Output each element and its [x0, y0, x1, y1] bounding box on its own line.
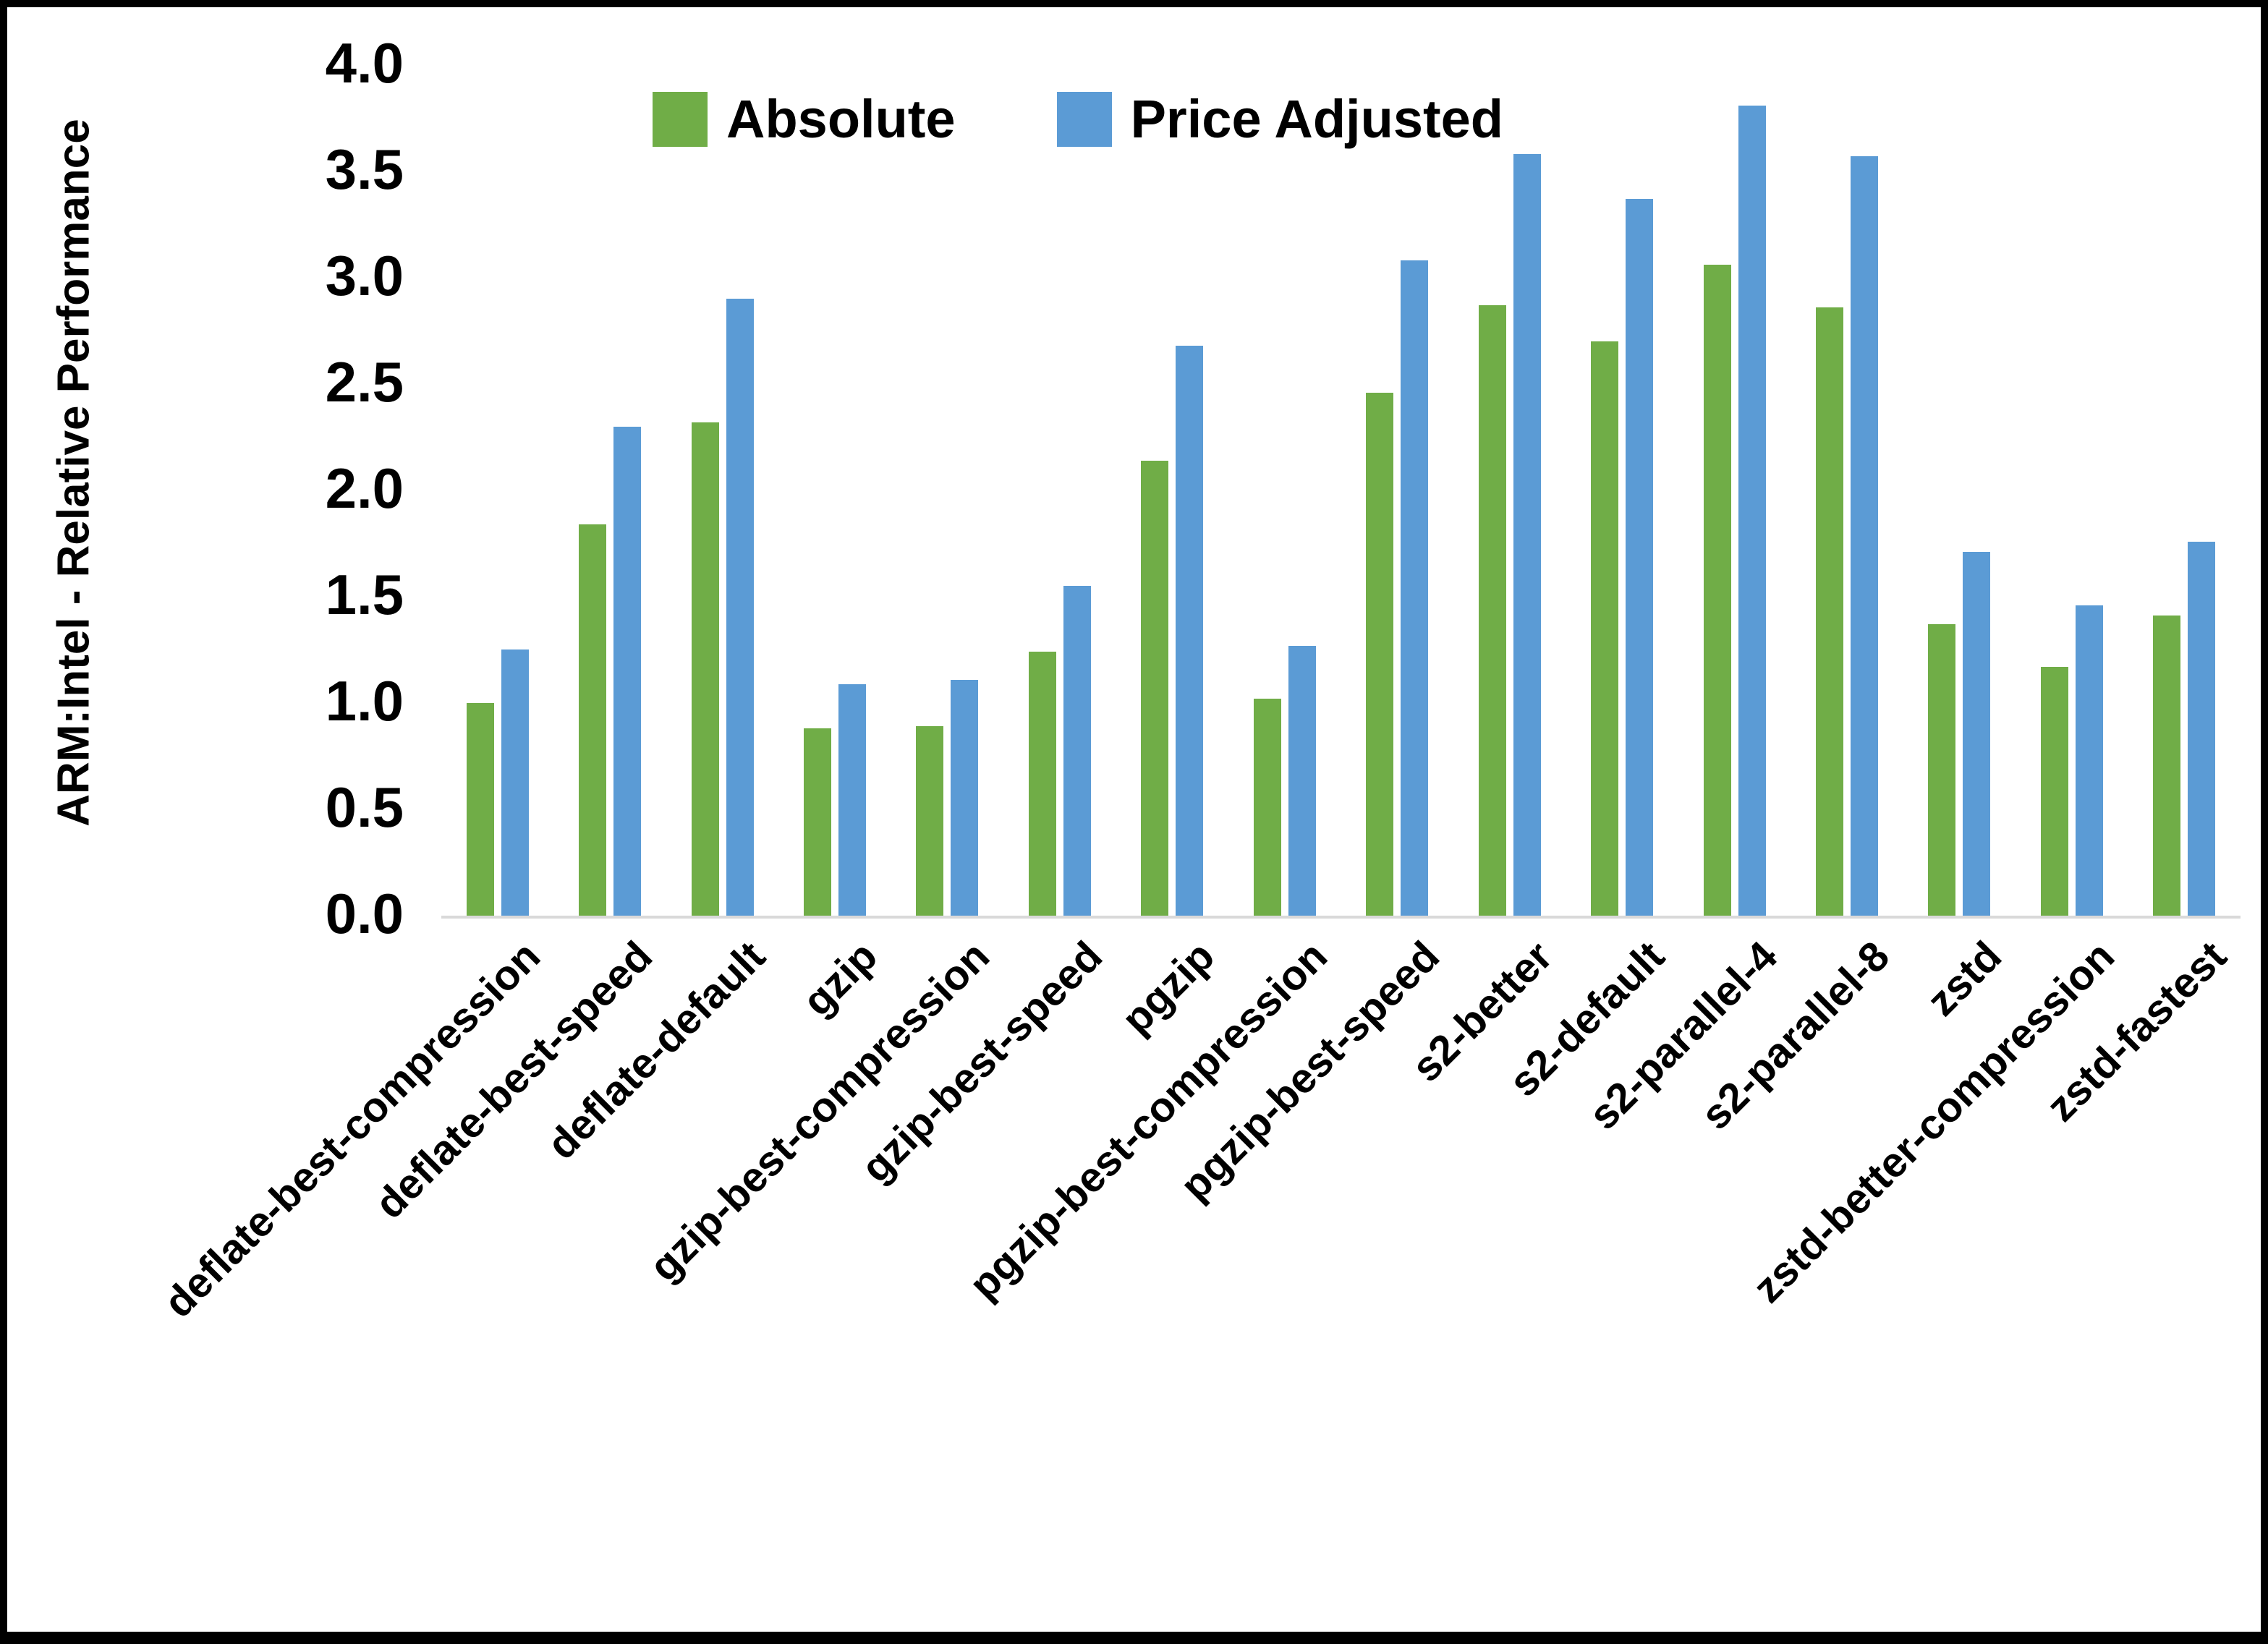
legend-swatch-icon — [653, 91, 708, 147]
bar-price-adjusted — [1963, 552, 1990, 916]
bar-price-adjusted — [1063, 586, 1091, 916]
bar-absolute — [2153, 616, 2180, 916]
legend-label: Price Adjusted — [1130, 89, 1503, 149]
bar-absolute — [2041, 667, 2068, 916]
bar-price-adjusted — [1738, 106, 1766, 916]
bar-price-adjusted — [726, 299, 754, 916]
bar-absolute — [579, 524, 606, 916]
legend-item-absolute: Absolute — [653, 88, 956, 150]
y-tick-label: 2.5 — [325, 349, 404, 414]
legend-label: Absolute — [726, 89, 956, 149]
bar-absolute — [1366, 393, 1393, 916]
bar-price-adjusted — [1513, 154, 1541, 916]
bar-absolute — [1704, 265, 1731, 916]
bar-absolute — [804, 728, 831, 916]
bar-price-adjusted — [613, 427, 641, 916]
bar-chart: ARM:Intel - Relative Performance Absolut… — [7, 7, 2261, 1632]
bar-absolute — [692, 422, 719, 916]
x-axis-label: gzip — [794, 932, 887, 1026]
y-axis-title: ARM:Intel - Relative Performance — [48, 119, 99, 827]
bar-absolute — [1141, 461, 1168, 916]
bar-absolute — [1928, 624, 1955, 916]
y-tick-label: 1.0 — [325, 668, 404, 733]
bar-price-adjusted — [1401, 260, 1428, 916]
x-axis-label: zstd — [1918, 932, 2011, 1026]
y-tick-label: 3.5 — [325, 137, 404, 201]
x-axis-label: pgzip — [1113, 932, 1224, 1044]
bar-price-adjusted — [501, 649, 529, 916]
legend-item-price-adjusted: Price Adjusted — [1056, 88, 1503, 150]
y-tick-label: 0.0 — [325, 881, 404, 945]
y-tick-label: 4.0 — [325, 30, 404, 95]
bar-absolute — [1254, 699, 1281, 916]
y-tick-label: 1.5 — [325, 562, 404, 626]
bar-price-adjusted — [1288, 646, 1316, 916]
bar-absolute — [1591, 341, 1618, 916]
bar-price-adjusted — [2188, 542, 2215, 916]
bar-price-adjusted — [951, 680, 978, 916]
x-axis-line — [441, 916, 2241, 919]
legend-swatch-icon — [1056, 91, 1112, 147]
bar-price-adjusted — [1851, 156, 1878, 916]
bar-price-adjusted — [1176, 346, 1203, 916]
bar-price-adjusted — [1626, 199, 1653, 916]
y-tick-label: 0.5 — [325, 775, 404, 839]
legend: Absolute Price Adjusted — [653, 88, 1503, 150]
y-tick-label: 2.0 — [325, 456, 404, 520]
y-tick-label: 3.0 — [325, 243, 404, 307]
bar-absolute — [916, 726, 943, 916]
bar-price-adjusted — [838, 684, 866, 916]
bar-absolute — [1479, 305, 1506, 916]
bar-absolute — [1816, 307, 1843, 916]
bar-absolute — [467, 703, 494, 916]
bar-price-adjusted — [2076, 605, 2103, 916]
bar-absolute — [1029, 652, 1056, 916]
